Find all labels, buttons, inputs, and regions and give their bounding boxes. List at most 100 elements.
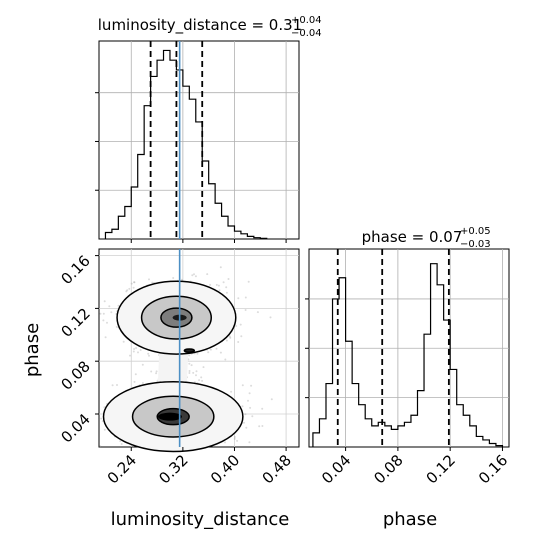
x-tick-label: 0.16 bbox=[475, 451, 511, 487]
scatter-point bbox=[120, 443, 123, 445]
scatter-point bbox=[233, 437, 236, 440]
scatter-point bbox=[230, 390, 233, 393]
scatter-point bbox=[148, 354, 150, 357]
scatter-point bbox=[133, 281, 136, 284]
scatter-point bbox=[141, 382, 144, 384]
luminosity-distance-title: luminosity_distance = 0.31 bbox=[98, 16, 302, 35]
phase-histogram-panel: 0.04 0.08 0.12 0.16 phase = 0.07 +0.05 −0.0… bbox=[305, 226, 511, 487]
scatter-point bbox=[100, 417, 103, 420]
y-tick-label: 0.16 bbox=[57, 252, 93, 288]
scatter-point bbox=[249, 406, 252, 409]
luminosity-distance-title-sup: +0.04 bbox=[291, 15, 322, 26]
x-tick-label: 0.12 bbox=[423, 451, 459, 487]
scatter-point bbox=[248, 441, 251, 444]
scatter-point bbox=[156, 380, 159, 383]
scatter-point bbox=[102, 312, 105, 315]
x-axis-label-phase: phase bbox=[383, 509, 437, 530]
scatter-point bbox=[233, 436, 236, 438]
scatter-point bbox=[104, 336, 107, 339]
scatter-point bbox=[110, 311, 113, 314]
scatter-point bbox=[133, 281, 135, 284]
scatter-point bbox=[247, 399, 249, 402]
scatter-point bbox=[248, 392, 251, 395]
histogram-step bbox=[312, 263, 504, 447]
phase-title-sub: −0.03 bbox=[460, 239, 491, 250]
scatter-point bbox=[194, 275, 197, 278]
scatter-point bbox=[190, 364, 193, 367]
scatter-point bbox=[222, 281, 225, 284]
scatter-point bbox=[137, 351, 139, 354]
scatter-point bbox=[209, 348, 212, 351]
scatter-point bbox=[122, 340, 125, 343]
scatter-point bbox=[225, 291, 228, 294]
scatter-point bbox=[188, 370, 191, 372]
scatter-point bbox=[256, 311, 259, 314]
scatter-point bbox=[244, 296, 247, 299]
scatter-point bbox=[135, 347, 138, 349]
scatter-point bbox=[125, 290, 128, 293]
scatter-point bbox=[103, 428, 106, 431]
scatter-point bbox=[155, 370, 158, 373]
scatter-point bbox=[237, 297, 240, 300]
scatter-point bbox=[99, 312, 102, 315]
scatter-point bbox=[247, 280, 250, 283]
y-tick-label: 0.12 bbox=[57, 305, 93, 341]
x-tick-label: 0.08 bbox=[370, 451, 406, 487]
scatter-point bbox=[261, 407, 264, 410]
scatter-point bbox=[126, 289, 129, 292]
scatter-point bbox=[108, 305, 111, 308]
scatter-point bbox=[239, 323, 242, 326]
scatter-point bbox=[115, 325, 118, 328]
scatter-point bbox=[224, 441, 226, 444]
x-tick-label: 0.24 bbox=[104, 451, 140, 487]
scatter-point bbox=[241, 384, 244, 387]
scatter-point bbox=[106, 321, 108, 324]
scatter-point bbox=[111, 384, 114, 387]
panel-frame bbox=[98, 40, 300, 240]
scatter-point bbox=[228, 335, 231, 338]
x-tick-label: 0.48 bbox=[259, 451, 295, 487]
scatter-point bbox=[235, 325, 238, 327]
scatter-point bbox=[132, 286, 135, 289]
scatter-point bbox=[206, 273, 209, 276]
scatter-point bbox=[130, 282, 133, 285]
scatter-point bbox=[240, 335, 243, 338]
scatter-point bbox=[148, 278, 150, 281]
scatter-point bbox=[237, 341, 240, 343]
scatter-point bbox=[219, 266, 222, 269]
scatter-point bbox=[188, 362, 191, 365]
scatter-point bbox=[198, 379, 201, 382]
scatter-point bbox=[251, 415, 254, 418]
scatter-point bbox=[215, 283, 218, 286]
phase-title-sup: +0.05 bbox=[460, 226, 491, 237]
scatter-point bbox=[151, 281, 154, 284]
scatter-point bbox=[202, 366, 205, 369]
scatter-point bbox=[269, 316, 272, 319]
scatter-point bbox=[250, 384, 253, 387]
x-tick-label: 0.40 bbox=[207, 451, 243, 487]
x-axis-label-luminosity: luminosity_distance bbox=[111, 509, 290, 530]
scatter-point bbox=[132, 350, 135, 353]
scatter-point bbox=[141, 363, 144, 366]
scatter-point bbox=[116, 384, 118, 386]
x-tick-label: 0.32 bbox=[155, 451, 191, 487]
scatter-point bbox=[195, 370, 198, 373]
scatter-point bbox=[236, 439, 239, 442]
scatter-point bbox=[225, 339, 228, 342]
scatter-point bbox=[193, 273, 195, 276]
scatter-point bbox=[133, 348, 136, 350]
x-tick-label: 0.04 bbox=[318, 451, 354, 487]
scatter-point bbox=[209, 283, 212, 286]
luminosity-distance-histogram-panel: luminosity_distance = 0.31 +0.04 −0.04 bbox=[95, 15, 322, 243]
scatter-point bbox=[244, 309, 247, 311]
scatter-point bbox=[245, 426, 248, 429]
scatter-point bbox=[243, 421, 245, 424]
scatter-point bbox=[215, 347, 218, 350]
scatter-point bbox=[180, 278, 183, 281]
scatter-point bbox=[201, 379, 204, 382]
y-tick-label: 0.08 bbox=[57, 357, 93, 393]
scatter-point bbox=[155, 372, 158, 375]
scatter-point bbox=[196, 352, 199, 355]
phase-title: phase = 0.07 bbox=[362, 228, 463, 246]
